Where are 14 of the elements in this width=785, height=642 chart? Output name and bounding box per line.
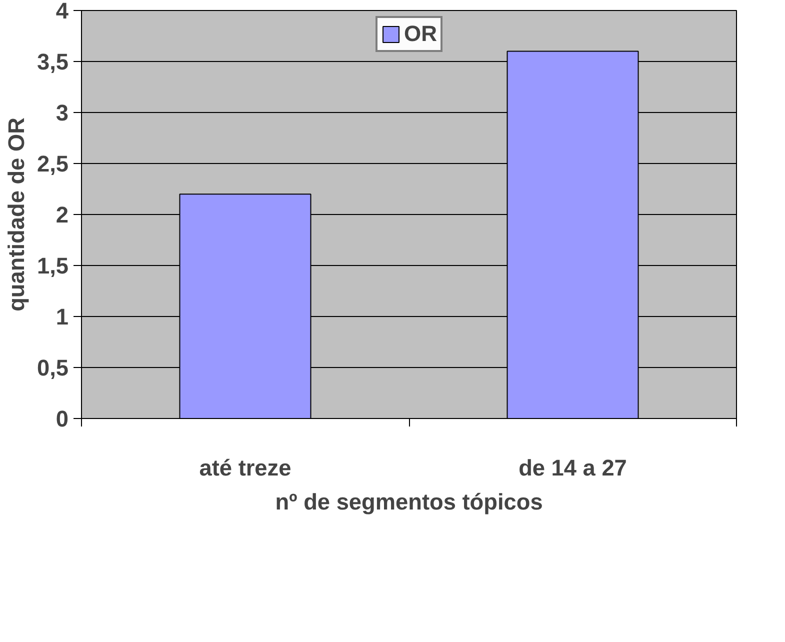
y-tick-label: 4 <box>56 0 69 24</box>
y-tick-label: 0,5 <box>37 354 69 380</box>
y-tick-label: 0 <box>56 406 69 432</box>
y-tick-label: 1,5 <box>37 252 69 278</box>
x-axis-title: nº de segmentos tópicos <box>275 488 543 514</box>
y-axis-title: quantidade de OR <box>3 118 30 312</box>
x-tick-label: até treze <box>199 454 292 480</box>
y-tick-label: 3,5 <box>37 48 69 74</box>
y-tick-label: 3 <box>56 100 69 126</box>
x-tick-label: de 14 a 27 <box>518 454 627 480</box>
y-tick-label: 2,5 <box>37 150 69 176</box>
legend-label: OR <box>404 21 437 47</box>
y-tick-label: 2 <box>56 202 69 228</box>
y-tick-label: 1 <box>56 304 69 330</box>
